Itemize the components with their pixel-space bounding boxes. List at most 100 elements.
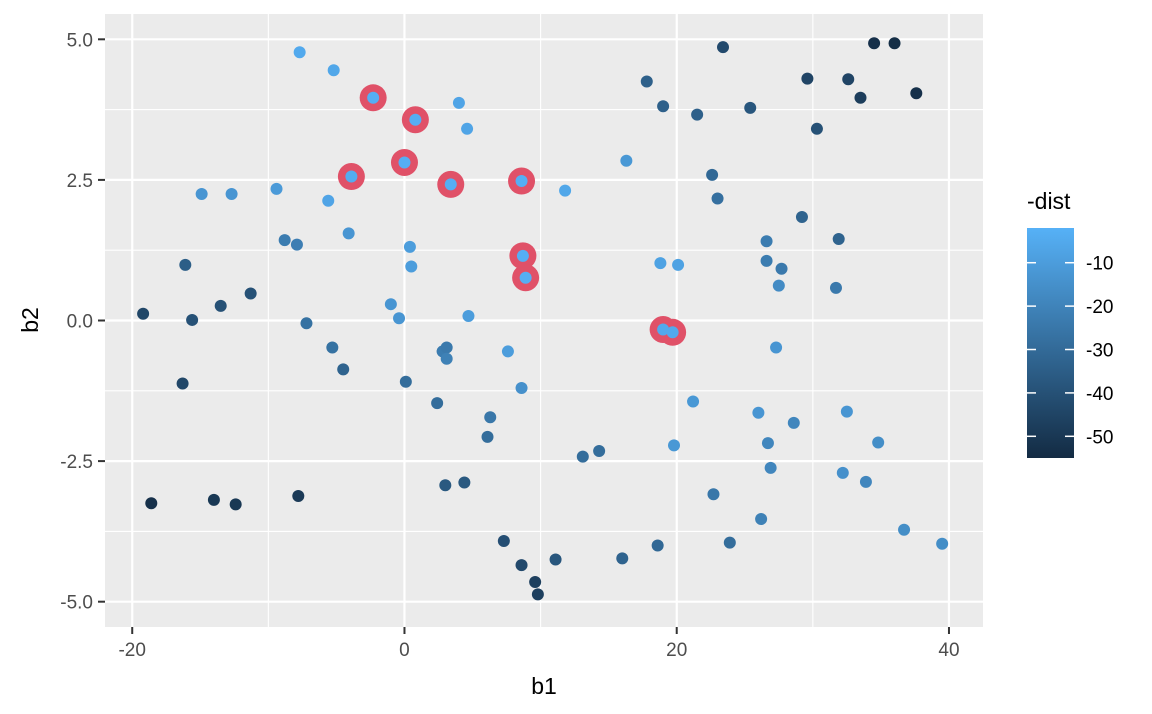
scatter-point <box>225 187 238 200</box>
points-layer <box>137 37 949 601</box>
scatter-point <box>515 381 528 394</box>
scatter-point <box>440 341 453 354</box>
scatter-point <box>531 588 544 601</box>
scatter-point <box>801 72 814 85</box>
scatter-point <box>207 493 220 506</box>
scatter-point <box>444 178 457 191</box>
scatter-point <box>409 113 422 126</box>
scatter-point <box>549 553 562 566</box>
scatter-point <box>666 326 679 339</box>
scatter-point <box>186 313 199 326</box>
scatter-point <box>755 513 768 526</box>
scatter-point <box>440 352 453 365</box>
scatter-point <box>322 194 335 207</box>
scatter-point <box>687 395 700 408</box>
scatter-point <box>842 73 855 86</box>
scatter-point <box>868 37 881 50</box>
scatter-point <box>717 41 730 54</box>
scatter-point <box>516 249 529 262</box>
scatter-point <box>244 287 257 300</box>
scatter-point <box>405 260 418 273</box>
scatter-point <box>888 37 901 50</box>
scatter-point <box>398 156 411 169</box>
scatter-point <box>898 523 911 536</box>
scatter-point <box>137 307 150 320</box>
x-tick-label: -20 <box>118 640 145 661</box>
scatter-point <box>854 91 867 104</box>
scatter-point <box>431 397 444 410</box>
scatter-point <box>515 559 528 572</box>
scatter-point <box>278 234 291 247</box>
scatter-point <box>910 87 923 100</box>
x-axis-title: b1 <box>531 673 557 699</box>
scatter-point <box>761 437 774 450</box>
scatter-point <box>810 122 823 135</box>
scatter-point <box>657 323 670 336</box>
scatter-point <box>342 227 355 240</box>
scatter-point <box>515 175 528 188</box>
colorbar-tick-label: -50 <box>1086 427 1113 448</box>
colorbar <box>1027 228 1074 458</box>
scatter-point <box>214 299 227 312</box>
scatter-point <box>640 75 653 88</box>
y-tick-label: 5.0 <box>67 30 93 51</box>
scatter-point <box>707 488 720 501</box>
scatter-point <box>620 154 633 167</box>
scatter-point <box>576 450 589 463</box>
x-axis: -20 0 20 40 <box>118 627 960 661</box>
scatter-point <box>519 271 532 284</box>
y-axis-title: b2 <box>17 307 43 333</box>
scatter-point <box>829 281 842 294</box>
scatter-point <box>145 497 158 510</box>
scatter-point <box>501 345 514 358</box>
scatter-point <box>393 312 406 325</box>
scatter-point <box>795 211 808 224</box>
scatter-point <box>559 184 572 197</box>
scatter-point <box>651 539 664 552</box>
scatter-point <box>706 168 719 181</box>
scatter-point <box>752 406 765 419</box>
scatter-point <box>787 416 800 429</box>
scatter-point <box>462 310 475 323</box>
scatter-point <box>481 430 494 443</box>
scatter-point <box>484 411 497 424</box>
scatter-point <box>458 476 471 489</box>
scatter-point <box>195 187 208 200</box>
scatter-point <box>657 100 670 113</box>
scatter-point <box>616 552 629 565</box>
scatter-point <box>327 64 340 77</box>
scatter-point <box>760 235 773 248</box>
scatter-point <box>461 122 474 135</box>
x-tick-label: 40 <box>938 640 959 661</box>
scatter-point <box>832 232 845 245</box>
scatter-point <box>872 436 885 449</box>
scatter-point <box>326 341 339 354</box>
y-tick-label: 2.5 <box>67 171 93 192</box>
scatter-point <box>775 262 788 275</box>
colorbar-tick-label: -10 <box>1086 254 1113 275</box>
scatter-point <box>691 108 704 121</box>
scatter-point <box>593 444 606 457</box>
scatter-point <box>179 258 192 271</box>
scatter-point <box>836 466 849 479</box>
colorbar-ticks: -10 -20 -30 -40 -50 <box>1027 254 1113 448</box>
scatter-point <box>399 375 412 388</box>
y-tick-label: -2.5 <box>60 452 93 473</box>
scatter-point <box>300 317 313 330</box>
colorbar-tick-label: -40 <box>1086 384 1113 405</box>
scatter-point <box>229 498 242 511</box>
scatter-point <box>290 238 303 251</box>
scatter-point <box>384 298 397 311</box>
x-tick-label: 0 <box>399 640 410 661</box>
scatter-point <box>654 257 667 270</box>
y-tick-label: -5.0 <box>60 593 93 614</box>
scatter-point <box>840 405 853 418</box>
scatter-point <box>723 536 736 549</box>
scatter-point <box>770 341 783 354</box>
scatter-point <box>337 363 350 376</box>
scatter-point <box>859 475 872 488</box>
scatter-point <box>293 46 306 59</box>
scatter-point <box>764 461 777 474</box>
y-axis: -5.0 -2.5 0.0 2.5 5.0 <box>60 30 105 614</box>
